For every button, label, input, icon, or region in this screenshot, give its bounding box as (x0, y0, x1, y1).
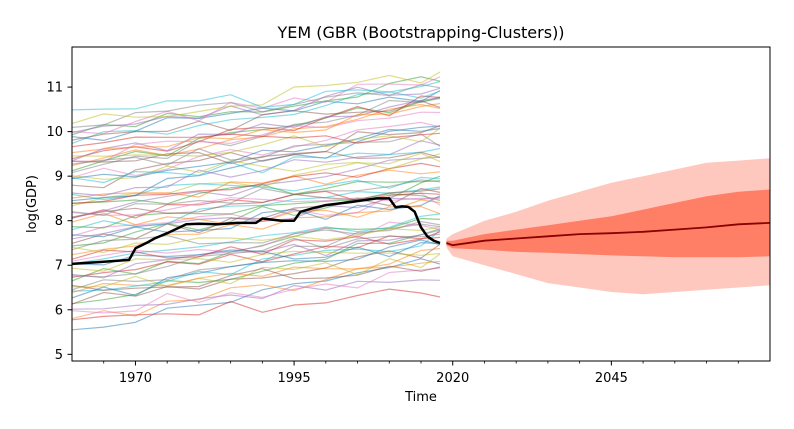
x-tick-label: 1970 (119, 371, 152, 386)
donor-series-line (72, 279, 441, 310)
y-tick-label: 5 (55, 348, 63, 363)
donor-series-line (72, 205, 441, 226)
donor-series-line (72, 265, 441, 291)
donor-series-line (72, 229, 441, 292)
y-tick-label: 7 (55, 259, 63, 274)
donor-series-line (72, 97, 441, 162)
y-tick-label: 9 (55, 170, 63, 185)
y-tick-label: 10 (46, 125, 63, 140)
donor-series-line (72, 132, 441, 148)
donor-series-line (72, 253, 441, 288)
target-series-line (72, 197, 441, 266)
y-axis: 5 6 7 8 9 10 11 (46, 81, 72, 363)
donor-series-line (72, 180, 441, 205)
forecast-inner-band (446, 189, 770, 258)
x-tick-label: 2045 (595, 371, 628, 386)
y-tick-label: 6 (55, 303, 63, 318)
donor-series-line (72, 100, 441, 141)
donor-series-line (72, 228, 441, 305)
donor-series-line (72, 199, 441, 256)
donor-series-line (72, 83, 441, 128)
donor-series-line (72, 226, 441, 254)
donor-series-line (72, 133, 441, 166)
donor-series-line (72, 127, 441, 180)
x-axis: 1970 1995 2020 2045 (103, 361, 739, 386)
donor-series-line (72, 231, 441, 260)
donor-series-line (72, 193, 441, 229)
donor-series-line (72, 76, 441, 135)
donor-series-line (72, 89, 441, 111)
chart-title: YEM (GBR (Bootstrapping-Clusters)) (276, 23, 564, 42)
donor-series-line (72, 121, 441, 179)
donor-series-line (72, 195, 441, 238)
y-tick-label: 8 (55, 214, 63, 229)
donor-series-line (72, 247, 441, 294)
donor-series-line (72, 213, 441, 265)
x-tick-label: 1995 (278, 371, 311, 386)
x-tick-label: 2020 (436, 371, 469, 386)
donor-series-line (72, 127, 441, 157)
y-axis-label: log(GDP) (25, 175, 40, 233)
donor-series-line (72, 267, 441, 314)
y-tick-label: 11 (46, 81, 63, 96)
donor-series-line (72, 241, 441, 266)
donor-series-line (72, 147, 441, 184)
donor-series-line (72, 125, 441, 189)
donor-series-line (72, 288, 441, 321)
donor-series-line (72, 260, 441, 320)
donor-series-line (72, 102, 441, 154)
forecast-median-line (446, 222, 770, 247)
donor-series-line (72, 71, 441, 125)
donor-series-line (72, 233, 441, 278)
donor-series-line (72, 229, 441, 279)
plot-area (72, 71, 770, 331)
donor-series-line (72, 111, 441, 162)
donor-series-line (72, 150, 441, 165)
donor-series-line (72, 153, 441, 180)
donor-series-line (72, 179, 441, 216)
donor-series-line (72, 188, 441, 218)
x-axis-label: Time (404, 390, 437, 405)
